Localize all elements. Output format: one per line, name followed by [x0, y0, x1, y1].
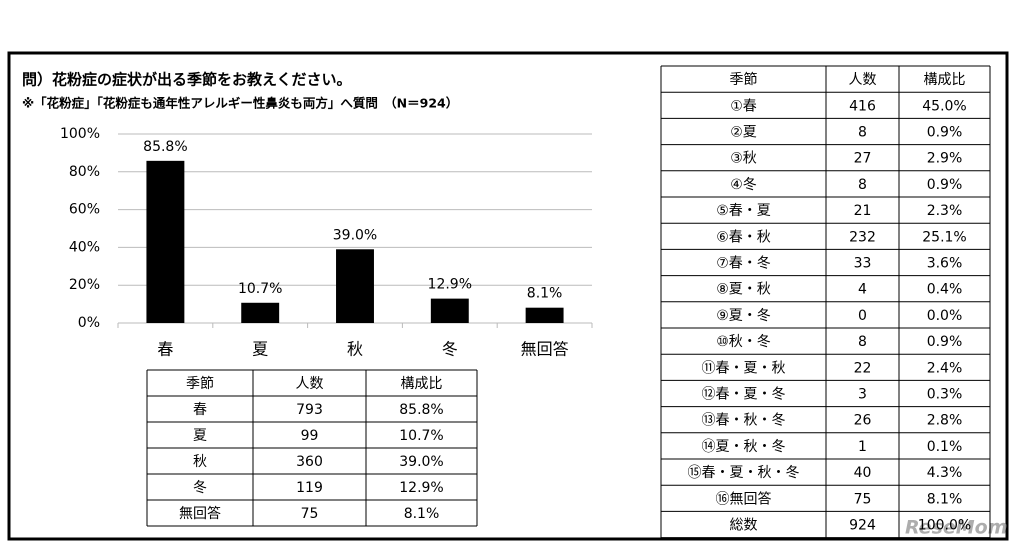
table-cell: 416 [849, 98, 876, 114]
x-tick-label: 無回答 [521, 340, 569, 359]
table-cell: 2.8% [927, 413, 963, 429]
table-header: 人数 [296, 376, 324, 392]
table-cell: 100.0% [918, 518, 971, 534]
table-cell: ⑯無回答 [716, 490, 772, 507]
table-cell: 1 [858, 439, 867, 455]
x-tick-label: 秋 [347, 340, 363, 359]
table-cell: ⑬春・秋・冬 [702, 413, 786, 429]
table-cell: ④冬 [730, 177, 757, 193]
table-cell: 3 [858, 387, 867, 403]
table-cell: ⑧夏・秋 [716, 282, 771, 298]
data-label: 85.8% [143, 139, 187, 155]
chart-subtitle: ※「花粉症」「花粉症も通年性アレルギー性鼻炎も両方」へ質問 （N＝924） [22, 96, 458, 111]
table-cell: ⑮春・夏・秋・冬 [688, 465, 800, 481]
table-cell: 26 [854, 413, 872, 429]
data-label: 10.7% [238, 281, 282, 297]
table-cell: 秋 [193, 454, 207, 470]
table-cell: ⑤春・夏 [716, 203, 771, 219]
table-cell: 27 [854, 151, 872, 167]
table-cell: 85.8% [399, 402, 443, 418]
y-tick-label: 40% [69, 239, 100, 255]
y-tick-label: 60% [69, 202, 100, 218]
table-cell: 2.4% [927, 360, 963, 376]
table-cell: 4.3% [927, 465, 963, 481]
y-tick-label: 80% [69, 164, 100, 180]
table-cell: 12.9% [399, 480, 443, 496]
table-cell: 8 [858, 177, 867, 193]
table-header: 季節 [730, 71, 758, 88]
table-cell: ②夏 [730, 125, 757, 141]
table-cell: ⑦春・冬 [716, 256, 771, 272]
table-header: 人数 [849, 72, 877, 88]
table-cell: 793 [296, 402, 323, 418]
y-tick-label: 100% [60, 126, 100, 142]
table-cell: 360 [296, 454, 323, 470]
table-cell: 8 [858, 125, 867, 141]
data-label: 8.1% [527, 286, 563, 302]
table-cell: 4 [858, 282, 867, 298]
table-cell: ⑨夏・冬 [716, 308, 771, 324]
table-cell: 0.9% [927, 334, 963, 350]
table-cell: 3.6% [927, 256, 963, 272]
table-cell: ⑭夏・秋・冬 [702, 439, 786, 455]
table-cell: 232 [849, 229, 876, 245]
table-cell: ⑩秋・冬 [716, 334, 771, 350]
table-cell: 0 [858, 308, 867, 324]
table-cell: 21 [854, 203, 872, 219]
data-label: 12.9% [428, 277, 472, 293]
table-header: 構成比 [401, 376, 443, 392]
table-cell: 0.4% [927, 282, 963, 298]
table-cell: 45.0% [922, 98, 966, 114]
table-cell: 春 [193, 402, 207, 418]
table-cell: 119 [296, 480, 323, 496]
table-cell: ③秋 [730, 151, 757, 167]
bar [430, 298, 469, 323]
bar [146, 160, 185, 323]
table-cell: 99 [301, 428, 319, 444]
data-label: 39.0% [333, 227, 377, 243]
table-cell: 40 [854, 465, 872, 481]
table-cell: 8 [858, 334, 867, 350]
bar [241, 302, 280, 323]
x-tick-label: 春 [157, 340, 173, 359]
bar [525, 307, 564, 323]
chart-title: 問）花粉症の症状が出る季節をお教えください。 [22, 71, 352, 89]
x-tick-label: 冬 [442, 340, 458, 359]
table-cell: ①春 [730, 98, 757, 114]
table-cell: 0.9% [927, 177, 963, 193]
table-cell: 0.9% [927, 125, 963, 141]
table-cell: 0.0% [927, 308, 963, 324]
table-cell: 夏 [193, 428, 207, 444]
table-header: 季節 [186, 375, 214, 392]
table-cell: 無回答 [179, 505, 221, 522]
table-cell: 冬 [193, 480, 207, 496]
table-cell: 0.1% [927, 439, 963, 455]
table-cell: 8.1% [404, 506, 440, 522]
table-cell: ⑪春・夏・秋 [702, 360, 786, 376]
y-tick-label: 20% [69, 277, 100, 293]
table-cell: 総数 [730, 518, 758, 534]
table-cell: 39.0% [399, 454, 443, 470]
table-cell: ⑥春・秋 [716, 229, 771, 245]
table-cell: 75 [854, 491, 872, 507]
table-cell: 10.7% [399, 428, 443, 444]
x-tick-label: 夏 [252, 340, 268, 359]
table-cell: 2.3% [927, 203, 963, 219]
table-cell: ⑫春・夏・冬 [702, 387, 786, 403]
table-cell: 924 [849, 518, 876, 534]
y-tick-label: 0% [78, 315, 100, 331]
table-cell: 22 [854, 360, 872, 376]
table-cell: 2.9% [927, 151, 963, 167]
bar [336, 249, 374, 323]
frame [7, 51, 1009, 541]
table-cell: 0.3% [927, 387, 963, 403]
table-header: 構成比 [924, 72, 966, 88]
table-cell: 33 [854, 256, 872, 272]
watermark: ReseMom [905, 517, 1008, 539]
table-cell: 75 [301, 506, 319, 522]
table-cell: 8.1% [927, 491, 963, 507]
table-cell: 25.1% [922, 229, 966, 245]
